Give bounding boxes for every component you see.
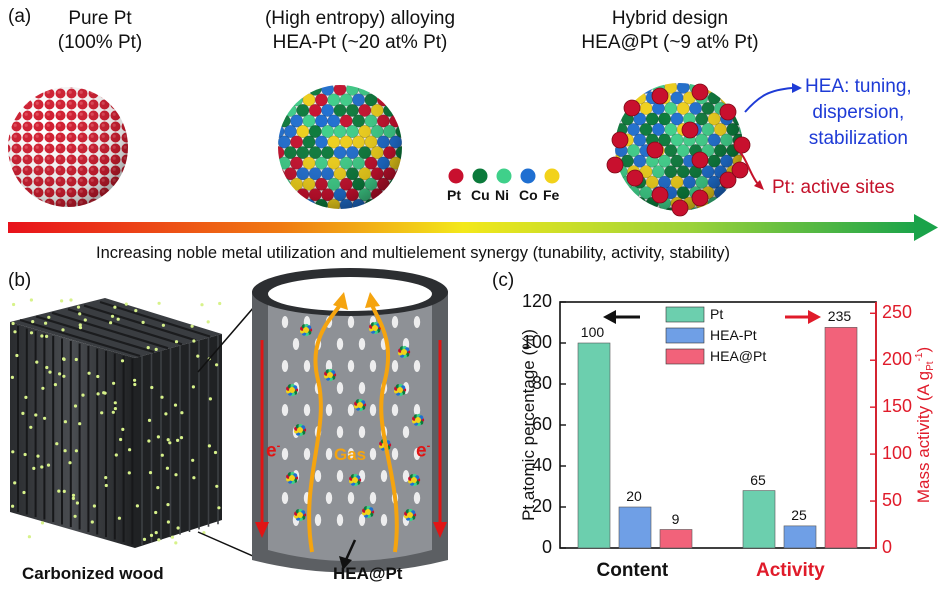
data-label-0-0: 100 bbox=[580, 324, 605, 340]
y2-tick-0: 0 bbox=[882, 537, 893, 557]
legend-label-fe: Fe bbox=[543, 187, 560, 203]
y-tick-40: 40 bbox=[532, 455, 553, 475]
y2-tick-50: 50 bbox=[882, 490, 903, 511]
y2-axis-label-main: Mass activity (A g bbox=[913, 370, 933, 504]
carbon-channel bbox=[252, 268, 448, 573]
legend-label-ni: Ni bbox=[495, 187, 509, 203]
legend-swatches bbox=[665, 306, 705, 365]
hybrid-title: Hybrid design bbox=[611, 8, 729, 29]
carbonized-wood-block bbox=[10, 298, 222, 548]
pure-pt-title: Pure Pt bbox=[68, 8, 132, 29]
data-label-1-0: 20 bbox=[626, 488, 642, 504]
legend-dot-pt bbox=[448, 168, 464, 184]
y-tick-20: 20 bbox=[532, 496, 553, 516]
legend-label-cu: Cu bbox=[471, 187, 490, 203]
electron-symbol-right: e bbox=[416, 440, 427, 462]
y-tick-60: 60 bbox=[532, 414, 553, 434]
electron-label-left: e- bbox=[266, 440, 281, 462]
y2-axis-label-end: ) bbox=[913, 346, 933, 353]
data-label-0-1: 65 bbox=[750, 471, 766, 488]
bar-chart bbox=[559, 301, 877, 549]
legend-label-pt: Pt bbox=[447, 187, 461, 203]
pt-note: Pt: active sites bbox=[772, 177, 895, 198]
category-label-activity: Activity bbox=[756, 560, 825, 581]
bar-hea-pt-content bbox=[618, 506, 652, 549]
pure-pt-sphere bbox=[8, 87, 128, 207]
bar-pt-content bbox=[577, 342, 611, 549]
channel-caption: HEA@Pt bbox=[333, 564, 403, 583]
hea-at-pt-sphere bbox=[606, 83, 751, 217]
hea-note-line-1: HEA: tuning, bbox=[805, 76, 912, 97]
data-label-1-1: 25 bbox=[791, 506, 807, 523]
electron-label-right: e- bbox=[416, 440, 431, 462]
y2-tick-250: 250 bbox=[882, 302, 913, 323]
arrow-caption: Increasing noble metal utilization and m… bbox=[96, 244, 731, 262]
legend-dot-cu bbox=[472, 168, 488, 184]
gas-label: Gas bbox=[334, 445, 367, 464]
pure-pt-subtitle: (100% Pt) bbox=[57, 32, 143, 53]
alloy-subtitle: HEA-Pt (~20 at% Pt) bbox=[272, 32, 448, 53]
y2-tick-200: 200 bbox=[882, 349, 913, 370]
hea-note-arrow bbox=[744, 87, 793, 113]
y2-tick-100: 100 bbox=[882, 443, 913, 464]
legend-label-pt: Pt bbox=[710, 306, 724, 322]
panel-b-label: (b) bbox=[8, 270, 32, 291]
bar-pt-activity bbox=[742, 490, 776, 549]
y-tick-80: 80 bbox=[532, 373, 553, 393]
hea-note: HEA: tuning, dispersion, stabilization bbox=[805, 74, 912, 152]
y-tick-120: 120 bbox=[522, 291, 553, 311]
hea-pt-sphere bbox=[278, 85, 402, 209]
legend-label-hea-at-pt: HEA@Pt bbox=[710, 348, 767, 364]
hea-note-line-2: dispersion, bbox=[812, 102, 905, 123]
y-tick-0: 0 bbox=[542, 537, 553, 557]
element-legend bbox=[448, 168, 560, 184]
panel-a-label: (a) bbox=[8, 6, 32, 27]
alloy-title: (High entropy) alloying bbox=[264, 8, 456, 29]
y2-axis-label-sup: -1 bbox=[914, 352, 926, 362]
y2-axis-label: Mass activity (A gPt-1) bbox=[914, 347, 936, 503]
zoom-line-bottom bbox=[197, 531, 263, 561]
y2-tick-150: 150 bbox=[882, 396, 913, 417]
wood-caption: Carbonized wood bbox=[22, 564, 164, 583]
legend-dot-fe bbox=[544, 168, 560, 184]
legend-label-hea-pt: HEA-Pt bbox=[710, 327, 757, 343]
category-label-content: Content bbox=[596, 560, 669, 581]
bar-hea-pt-activity bbox=[783, 525, 817, 549]
electron-symbol-left: e bbox=[266, 440, 277, 462]
hea-note-line-3: stabilization bbox=[808, 128, 908, 149]
zoom-line-top bbox=[197, 299, 261, 373]
legend-dot-co bbox=[520, 168, 536, 184]
legend-dot-ni bbox=[496, 168, 512, 184]
hybrid-subtitle: HEA@Pt (~9 at% Pt) bbox=[581, 32, 759, 53]
pt-note-arrow bbox=[734, 144, 759, 185]
legend-label-co: Co bbox=[519, 187, 538, 203]
y2-axis-label-sub: Pt bbox=[925, 361, 937, 371]
bar-hea-at-pt-content bbox=[659, 529, 693, 549]
bar-hea-at-pt-activity bbox=[824, 327, 858, 549]
data-label-2-0: 9 bbox=[671, 510, 680, 527]
panel-c-label: (c) bbox=[492, 270, 515, 291]
data-label-2-1: 235 bbox=[827, 308, 852, 325]
utilization-arrow bbox=[8, 214, 938, 241]
y-tick-100: 100 bbox=[522, 332, 553, 352]
